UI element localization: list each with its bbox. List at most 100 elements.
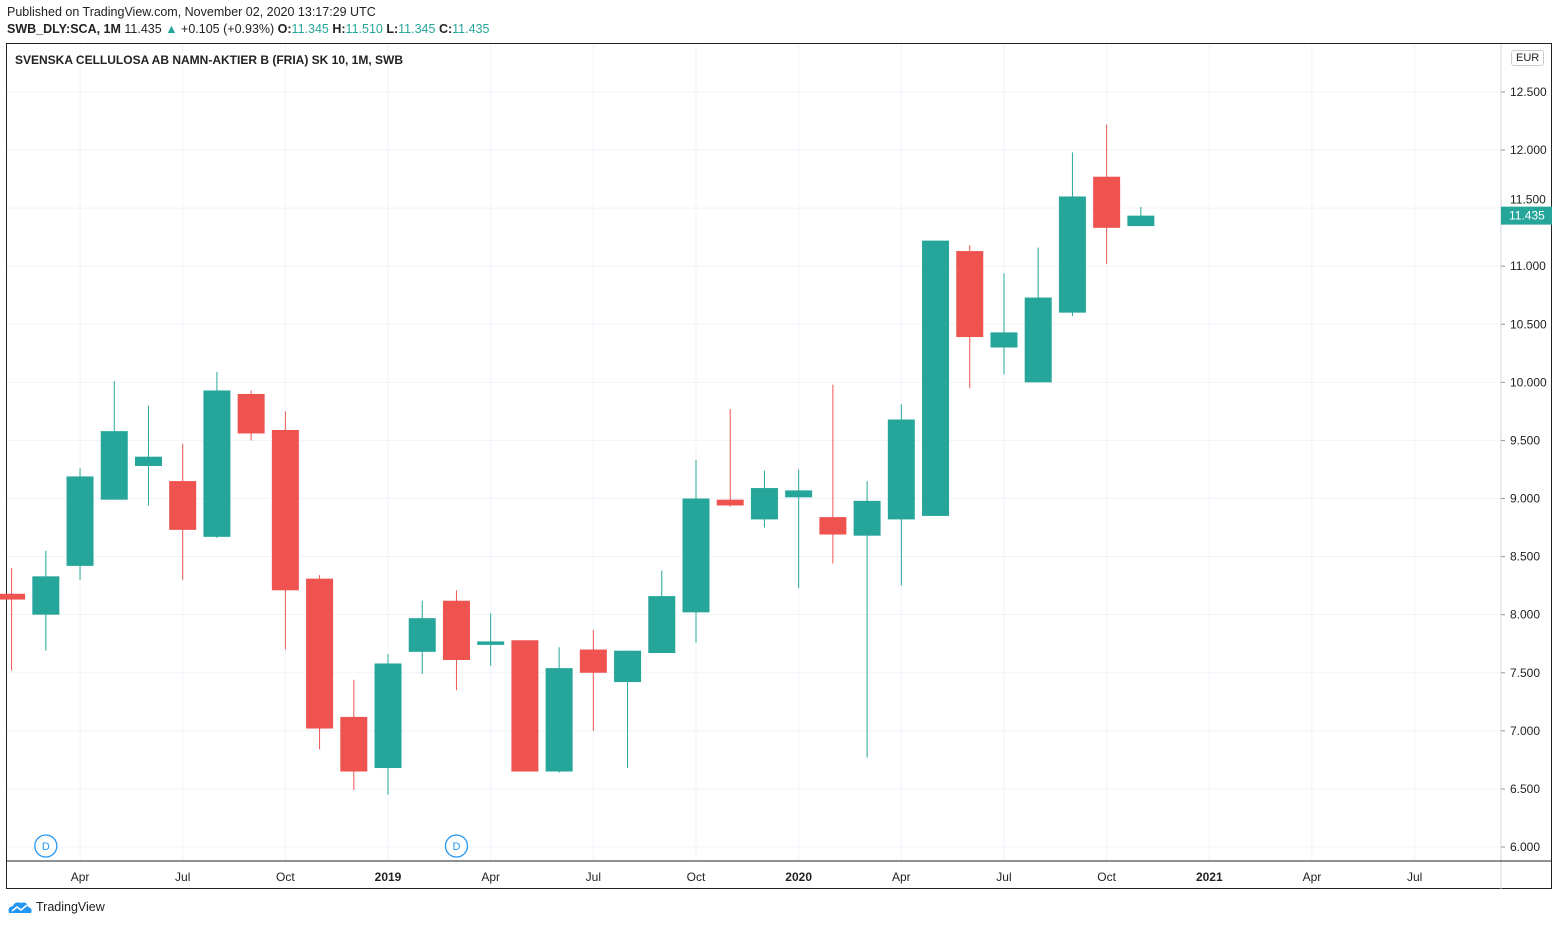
time-tick-label: Apr — [481, 870, 500, 884]
candle-body — [648, 596, 676, 654]
candle — [716, 409, 744, 507]
candle — [511, 640, 539, 772]
tradingview-logo: TradingView — [7, 900, 105, 914]
candle-body — [1127, 215, 1155, 227]
price-tick-label: 10.000 — [1510, 375, 1547, 389]
candle-body — [579, 649, 607, 673]
symbol-name: SWB_DLY:SCA, 1M — [7, 22, 121, 36]
candle — [374, 654, 402, 795]
candle-body — [819, 517, 847, 535]
dividend-marker[interactable]: D — [444, 834, 469, 858]
symbol-legend: SWB_DLY:SCA, 1M 11.435 ▲ +0.105 (+0.93%)… — [7, 22, 489, 36]
dividend-label: D — [452, 841, 460, 853]
candle-body — [169, 481, 197, 530]
candle-body — [956, 251, 984, 338]
candle-body — [203, 390, 231, 537]
candle — [169, 443, 197, 580]
time-tick-label: Apr — [1303, 870, 1322, 884]
candle-body — [306, 578, 334, 729]
cloud-logo-icon — [8, 902, 32, 913]
brand-name: TradingView — [36, 900, 105, 914]
candle — [237, 390, 265, 441]
low-value: 11.345 — [398, 22, 436, 36]
up-arrow-icon: ▲ — [165, 22, 178, 36]
price-tick-label: 7.000 — [1510, 724, 1540, 738]
dividend-label: D — [42, 841, 50, 853]
price-tick-label: 6.000 — [1510, 840, 1540, 854]
candle-body — [32, 576, 60, 615]
candle — [990, 273, 1018, 375]
candle-body — [374, 663, 402, 769]
candle — [477, 613, 505, 666]
candle — [922, 240, 950, 516]
candle-body — [100, 431, 128, 500]
time-tick-label: 2019 — [375, 870, 402, 884]
dividend-marker[interactable]: D — [34, 834, 58, 858]
close-label: C: — [438, 22, 453, 36]
candle-body — [614, 650, 642, 683]
candle-body — [1058, 196, 1086, 313]
price-tick-label: 12.500 — [1510, 85, 1547, 99]
candle-body — [853, 500, 881, 536]
candle — [648, 570, 676, 654]
price-tick-label: 8.500 — [1510, 550, 1540, 564]
chart-frame — [6, 43, 1552, 889]
price-tick-label: 10.500 — [1510, 317, 1547, 331]
candle-body — [887, 419, 915, 520]
price-tick-label: 11.500 — [1510, 193, 1546, 207]
candle-body — [785, 490, 813, 498]
candle — [545, 647, 573, 773]
close-value: 11.435 — [452, 22, 490, 36]
open-value: 11.345 — [291, 22, 329, 36]
time-tick-label: Jul — [175, 870, 190, 884]
candle-body — [922, 240, 950, 516]
candle-body — [408, 618, 436, 652]
time-tick-label: Apr — [71, 870, 90, 884]
dividend-icon — [34, 834, 58, 858]
candle-body — [271, 429, 299, 591]
time-tick-label: Jul — [996, 870, 1011, 884]
price-tick-label: 12.000 — [1510, 143, 1547, 157]
open-label: O: — [277, 22, 292, 36]
candle — [134, 405, 162, 506]
candle — [887, 404, 915, 586]
time-tick-label: Oct — [687, 870, 706, 884]
candle-body — [477, 641, 505, 645]
candle — [66, 468, 94, 580]
time-tick-label: Jul — [1407, 870, 1422, 884]
last-price-badge — [1501, 206, 1552, 225]
candle — [785, 469, 813, 588]
candle-body — [0, 593, 26, 600]
candle — [340, 679, 368, 791]
time-tick-label: 2021 — [1196, 870, 1223, 884]
price-tick-label: 9.500 — [1510, 433, 1540, 447]
price-tick-label: 8.000 — [1510, 608, 1540, 622]
candle — [1058, 152, 1086, 317]
candle — [579, 629, 607, 731]
time-tick-label: Apr — [892, 870, 911, 884]
candle-body — [750, 488, 778, 520]
price-tick-label: 6.500 — [1510, 782, 1540, 796]
time-tick-label: 2020 — [785, 870, 812, 884]
published-note: Published on TradingView.com, November 0… — [7, 5, 376, 19]
dividend-icon — [444, 834, 469, 858]
candle — [614, 650, 642, 769]
time-tick-label: Oct — [276, 870, 295, 884]
candle-body — [716, 499, 744, 506]
candle-body — [682, 498, 710, 613]
candle-body — [237, 393, 265, 434]
candle-body — [134, 456, 162, 466]
candle — [1024, 247, 1052, 383]
time-tick-label: Jul — [586, 870, 601, 884]
candle — [306, 575, 334, 750]
last-price: 11.435 — [124, 22, 162, 36]
currency-button[interactable]: EUR — [1511, 50, 1545, 66]
candle — [956, 245, 984, 389]
candle-body — [511, 640, 539, 772]
candle — [0, 568, 26, 671]
candle-body — [340, 716, 368, 772]
candle — [203, 371, 231, 539]
high-label: H: — [332, 22, 346, 36]
candle — [442, 590, 470, 691]
